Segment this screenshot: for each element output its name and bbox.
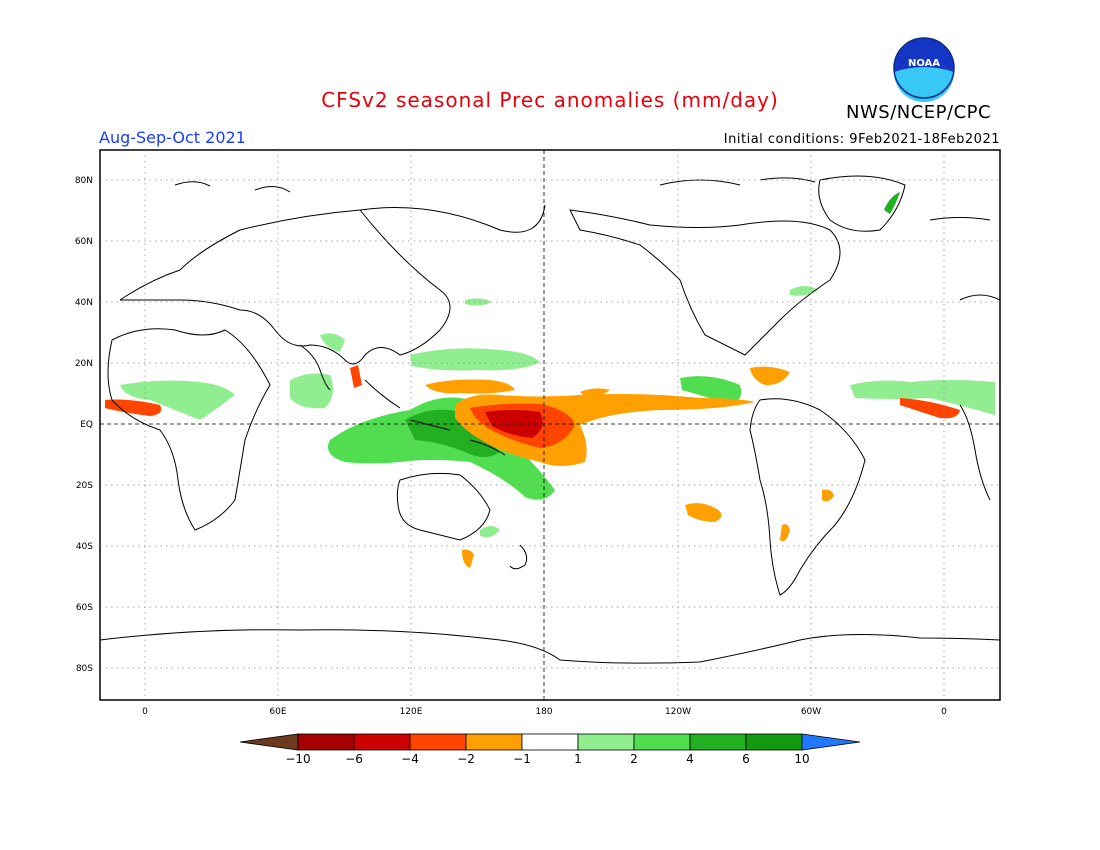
wet-anomaly-india	[290, 373, 334, 409]
wet-anomaly-scs	[410, 348, 540, 371]
colorbar-swatch	[297, 733, 355, 751]
wet-anomaly-maritime-core	[405, 409, 500, 457]
colorbar-swatch	[745, 733, 803, 751]
lon-axis: 0 60E 120E 180 120W 60W 0	[142, 707, 947, 717]
colorbar-label: −1	[513, 752, 531, 766]
colorbar-swatch	[409, 733, 467, 751]
colorbar-label: 10	[794, 752, 809, 766]
dry-anomaly-southern-chile	[780, 524, 790, 542]
equator-dateline	[100, 150, 1000, 700]
wet-anomaly-africa	[120, 380, 235, 420]
wet-anomaly-australia-sw	[480, 526, 500, 538]
colorbar-swatch	[521, 733, 579, 751]
wet-anomaly-atlantic	[850, 380, 995, 415]
lat-tick: 60S	[76, 603, 93, 613]
dry-anomaly-caribbean	[750, 366, 790, 386]
lat-tick: 60N	[75, 237, 93, 247]
dry-anomaly-west-africa	[105, 399, 162, 416]
dry-anomaly-gulf-guinea	[900, 398, 960, 419]
wet-anomaly-maritime	[327, 397, 555, 500]
lat-tick: 20S	[76, 481, 93, 491]
wet-anomaly-bay-bengal	[320, 333, 345, 352]
map-title: CFSv2 seasonal Prec anomalies (mm/day)	[321, 88, 779, 112]
colorbar-label: −10	[285, 752, 310, 766]
colorbar-arrow-right	[801, 733, 861, 751]
colorbar-arrow-left	[239, 733, 299, 751]
initial-conditions-label: Initial conditions: 9Feb2021-18Feb2021	[723, 132, 1000, 147]
colorbar-label: 6	[742, 752, 750, 766]
dry-anomaly-nw-pacific	[425, 379, 515, 394]
lon-tick: 60E	[269, 707, 286, 717]
colorbar-swatch	[353, 733, 411, 751]
lat-tick: 80S	[76, 664, 93, 674]
colorbar-swatch	[577, 733, 635, 751]
lat-tick: 40S	[76, 542, 93, 552]
lon-tick: 120W	[665, 707, 691, 717]
lat-tick: 80N	[75, 176, 93, 186]
lat-tick: 40N	[75, 298, 93, 308]
noaa-logo: NOAA	[893, 37, 955, 102]
lon-tick: 0	[941, 707, 947, 717]
agency-label: NWS/NCEP/CPC	[846, 102, 992, 123]
lat-tick: 20N	[75, 359, 93, 369]
wet-anomaly-greenland	[884, 192, 900, 214]
lon-tick: 120E	[400, 707, 423, 717]
wet-anomaly-central-america	[680, 376, 742, 404]
colorbar-swatch	[633, 733, 691, 751]
colorbar-label: 1	[574, 752, 582, 766]
colorbar-swatch	[689, 733, 747, 751]
colorbar-label: −6	[345, 752, 363, 766]
dry-anomaly-india-west	[350, 365, 362, 388]
lat-axis: 80N 60N 40N 20N EQ 20S 40S 60S 80S	[75, 176, 93, 674]
dry-anomaly-s-america	[822, 489, 834, 502]
dry-anomaly-central-pacific-n	[580, 388, 610, 398]
colorbar-swatch	[465, 733, 523, 751]
coastlines	[99, 175, 1001, 664]
colorbar: −10 −6 −4 −2 −1 1 2 4 6 10	[239, 733, 861, 766]
lon-tick: 60W	[801, 707, 821, 717]
lon-tick: 180	[535, 707, 552, 717]
noaa-logo-text: NOAA	[908, 58, 940, 69]
colorbar-label: 2	[630, 752, 638, 766]
colorbar-label: −4	[401, 752, 419, 766]
lon-tick: 0	[142, 707, 148, 717]
dry-anomaly-tasman	[462, 549, 474, 568]
colorbar-label: 4	[686, 752, 694, 766]
wet-anomaly-east-asia	[465, 298, 492, 306]
graticule	[100, 150, 1000, 700]
season-label: Aug-Sep-Oct 2021	[99, 128, 246, 147]
colorbar-label: −2	[457, 752, 475, 766]
lat-tick: EQ	[80, 420, 93, 430]
dry-anomaly-se-pacific	[685, 503, 722, 522]
anomaly-fields	[105, 192, 995, 568]
